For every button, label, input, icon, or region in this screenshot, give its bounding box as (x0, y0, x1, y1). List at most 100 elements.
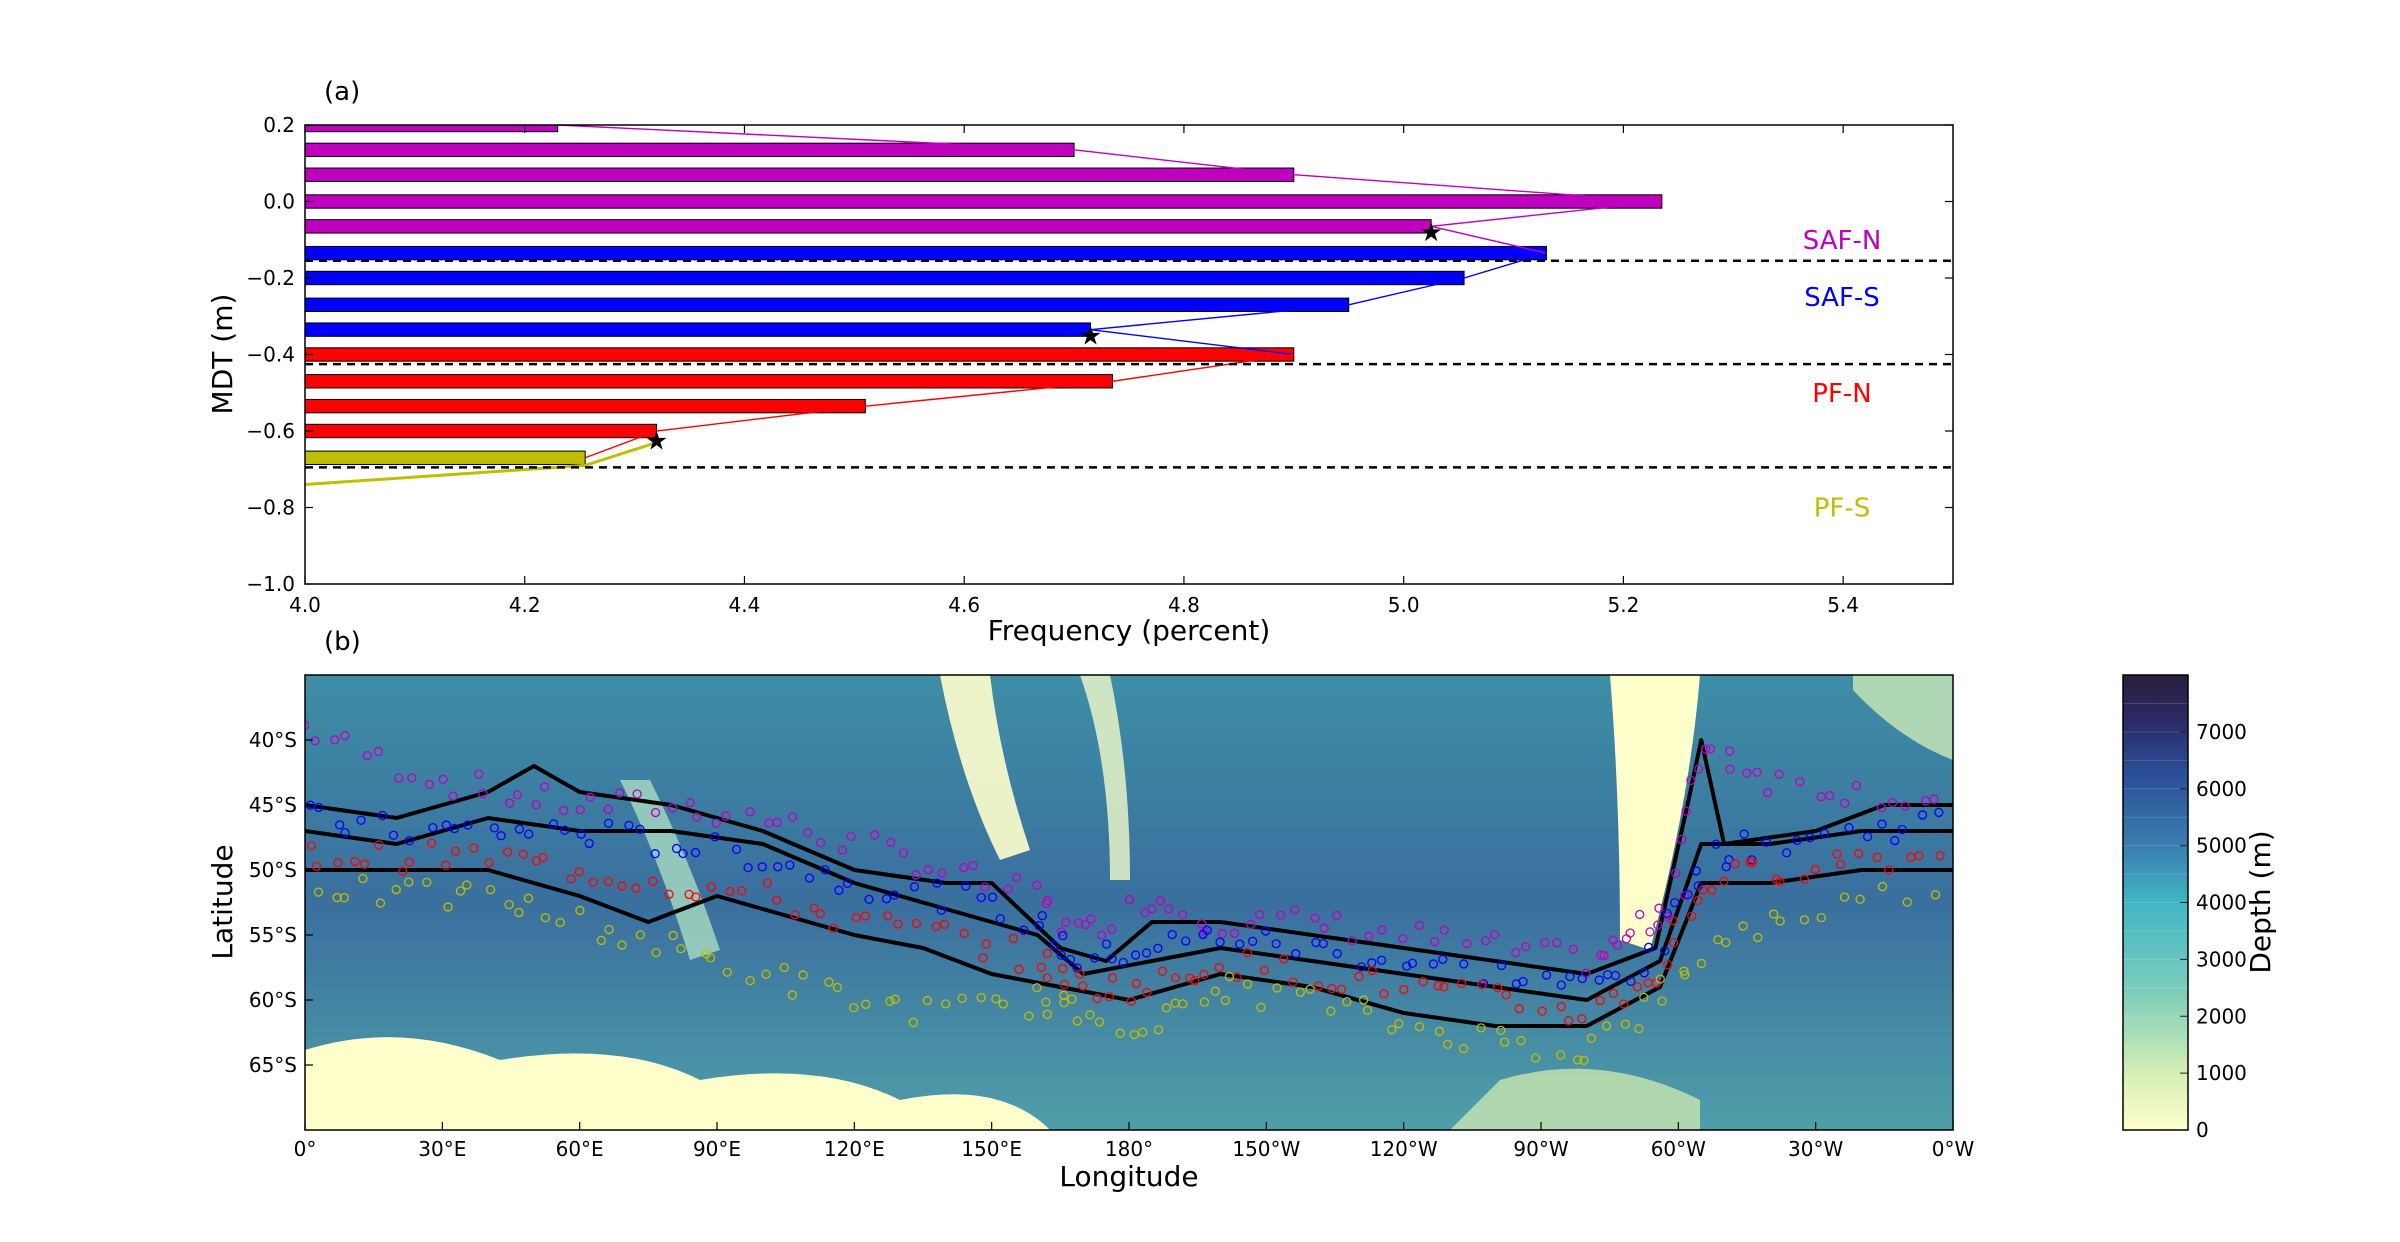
front-point-saf-s (576, 829, 586, 839)
map-y-tick-label: 40°S (249, 728, 297, 752)
front-point-pf-s (1496, 1025, 1506, 1036)
front-point-pf-n (1104, 992, 1114, 1002)
front-point-saf-n (685, 798, 695, 808)
bar-saf-n-2 (304, 167, 1295, 182)
front-point-saf-s (335, 820, 345, 830)
front-point-saf-n (1319, 923, 1329, 933)
front-point-pf-s (832, 982, 843, 993)
south-america-shelf (1610, 675, 1700, 950)
panel-a-label: (a) (324, 77, 360, 107)
front-point-pf-s (705, 953, 716, 963)
front-point-pf-s (1738, 921, 1748, 931)
front-point-pf-n (450, 846, 461, 856)
front-point-saf-n (1462, 939, 1472, 949)
front-point-pf-n (1608, 988, 1619, 998)
front-point-pf-s (908, 1017, 918, 1028)
region-label-saf-n: SAF-N (1803, 226, 1882, 256)
front-point-pf-s (1220, 995, 1231, 1006)
front-point-saf-s (1660, 946, 1670, 956)
panel-b-label: (b) (324, 627, 361, 657)
bar-saf-s-6 (304, 270, 1465, 286)
front-point-pf-s (890, 994, 900, 1004)
front-point-pf-n (1279, 954, 1289, 964)
front-point-pf-s (976, 992, 986, 1003)
front-point-saf-n (1511, 947, 1521, 958)
front-point-pf-s (339, 893, 349, 903)
front-point-pf-n (1126, 996, 1136, 1006)
front-point-pf-s (1387, 1025, 1397, 1035)
front-point-saf-s (1724, 854, 1734, 865)
front-point-pf-n (1595, 995, 1605, 1006)
front-point-pf-n (1214, 962, 1224, 973)
front-point-pf-s (1572, 1055, 1583, 1065)
front-point-saf-s (1118, 957, 1128, 968)
front-point-pf-n (1036, 962, 1047, 972)
front-point-pf-s (443, 902, 453, 912)
map-x-tick-label: 120°E (824, 1137, 885, 1161)
front-point-saf-n (407, 773, 417, 783)
front-point-saf-n (1724, 746, 1735, 756)
front-point-saf-s (1459, 959, 1469, 969)
front-point-saf-s (1511, 979, 1522, 989)
front-point-pf-s (1042, 1009, 1052, 1019)
front-point-pf-s (1094, 1017, 1105, 1027)
front-point-pf-n (809, 903, 819, 913)
front-point-saf-n (1177, 910, 1188, 920)
front-point-pf-s (422, 877, 432, 887)
front-point-saf-s (1141, 948, 1152, 958)
front-point-pf-s (1816, 913, 1826, 923)
y-tick-label: −0.2 (246, 266, 295, 290)
y-tick-label: −0.8 (246, 496, 295, 520)
front-point-saf-n (1612, 940, 1622, 950)
front-point-saf-n (1599, 950, 1609, 961)
front-point-pf-s (1476, 1023, 1486, 1033)
front-point-saf-s (1428, 959, 1439, 969)
front-point-pf-n (631, 883, 641, 893)
colorbar-tick-label: 5000 (2196, 834, 2247, 858)
front-point-pf-n (1157, 966, 1168, 976)
front-point-saf-s (1739, 829, 1749, 839)
front-point-pf-n (1107, 973, 1118, 983)
front-point-pf-s (1620, 1019, 1631, 1029)
front-point-pf-s (824, 977, 834, 987)
front-point-pf-n (484, 858, 494, 868)
contour-line-1 (305, 816, 1953, 1002)
front-point-saf-n (1439, 925, 1449, 935)
region-label-pf-s: PF-S (1814, 494, 1871, 524)
front-point-pf-n (1493, 983, 1503, 993)
front-point-saf-s (731, 844, 742, 855)
front-point-pf-s (540, 912, 550, 923)
front-point-saf-s (1917, 810, 1928, 820)
front-point-saf-n (911, 870, 921, 880)
y-tick-label: −1.0 (246, 572, 295, 596)
front-point-pf-n (1242, 947, 1252, 958)
front-point-pf-n (1564, 1016, 1574, 1026)
front-point-pf-s (1601, 1021, 1612, 1031)
front-point-pf-s (1458, 1043, 1469, 1054)
front-point-pf-n (893, 919, 903, 929)
front-point-saf-s (1541, 970, 1552, 980)
front-point-pf-s (1024, 1011, 1034, 1021)
front-point-pf-s (485, 884, 496, 895)
front-point-saf-n (1197, 919, 1207, 929)
front-point-saf-s (624, 820, 634, 831)
front-point-saf-s (1691, 866, 1701, 876)
front-point-pf-s (1242, 979, 1253, 989)
bar-saf-s-7 (304, 297, 1350, 312)
front-point-pf-n (725, 886, 735, 897)
front-point-saf-s (635, 824, 645, 834)
front-point-pf-s (1059, 997, 1069, 1008)
front-point-saf-s (1019, 925, 1029, 935)
front-point-pf-s (358, 873, 368, 884)
front-point-pf-s (391, 884, 401, 895)
front-point-pf-s (1586, 1033, 1597, 1043)
x-tick-label: 5.0 (1388, 593, 1420, 617)
front-point-pf-s (1930, 890, 1941, 900)
map-y-tick-label: 50°S (249, 858, 297, 882)
front-point-saf-s (690, 847, 701, 858)
x-tick-label: 4.8 (1168, 593, 1200, 617)
front-point-pf-n (404, 857, 414, 867)
front-point-pf-s (1768, 909, 1779, 919)
front-point-pf-s (668, 930, 678, 941)
front-point-pf-s (1210, 986, 1220, 996)
